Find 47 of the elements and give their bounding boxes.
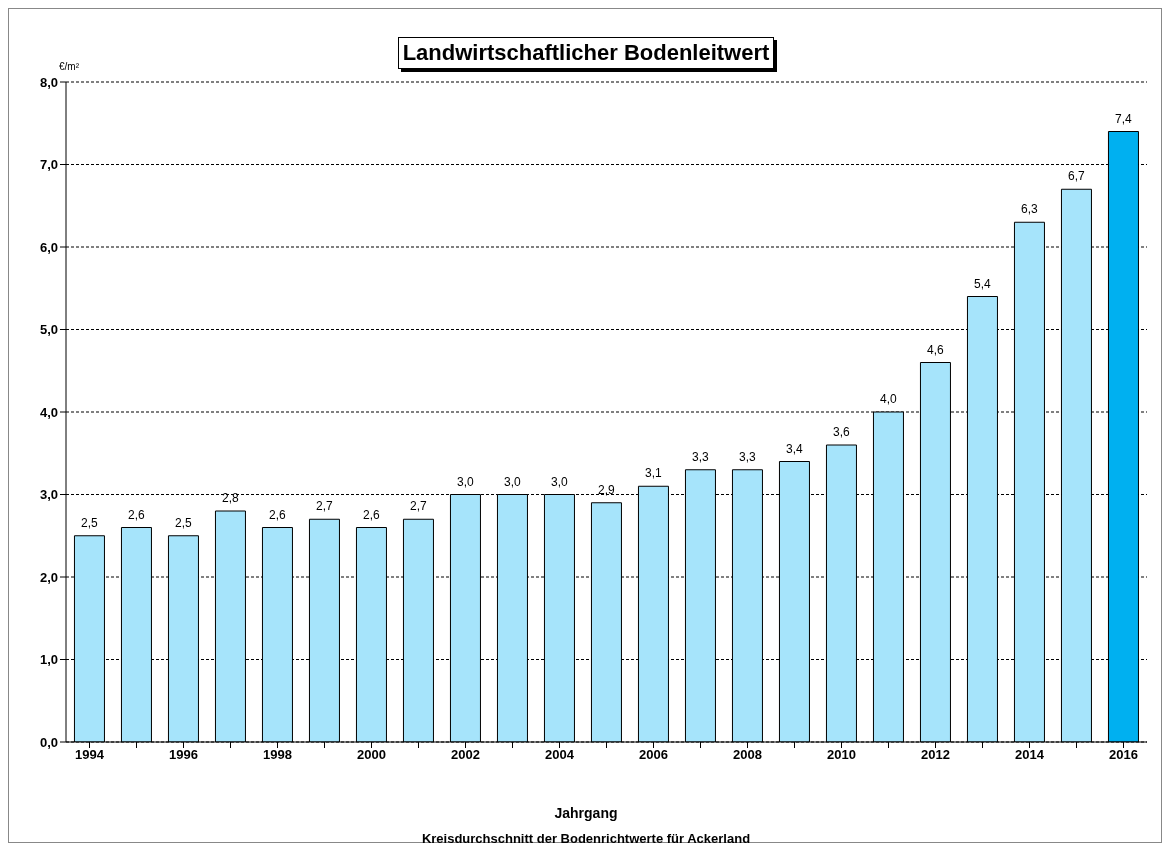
x-tick-label: 1996 [169, 747, 198, 763]
y-tick-label: 0,0 [39, 734, 58, 750]
data-label: 3,1 [645, 466, 663, 481]
data-label: 4,6 [927, 342, 945, 357]
y-tick-label: 4,0 [39, 404, 58, 420]
y-tick-label: 3,0 [39, 487, 58, 503]
text: Kreisdurchschnitt der Bodenrichtwerte für Ackerland [420, 831, 752, 846]
x-tick-label: 2010 [827, 747, 856, 763]
chart-title: Landwirtschaftlicher Bodenleitwert [397, 37, 775, 69]
x-tick-label: 2006 [639, 747, 668, 763]
y-tick-label: 5,0 [39, 322, 58, 338]
y-tick-label: 6,0 [39, 239, 58, 255]
y-tick-label: 2,0 [39, 569, 58, 585]
data-label: 2,6 [128, 507, 146, 522]
x-tick-label: 1998 [263, 747, 292, 763]
data-label: 2,5 [175, 515, 193, 530]
data-label: 4,0 [880, 392, 898, 406]
data-label: 3,6 [833, 425, 851, 439]
x-tick-label: 1994 [75, 747, 105, 763]
y-axis-title: €/m² [59, 61, 79, 72]
data-label: 3,4 [786, 441, 804, 456]
y-tick-label: 8,0 [39, 74, 58, 90]
data-label: 3,0 [551, 474, 569, 489]
x-tick-label: 2002 [451, 747, 480, 763]
x-tick-label: 2012 [921, 747, 950, 763]
data-label: 6,3 [1021, 202, 1039, 217]
x-tick-label: 2004 [545, 747, 575, 763]
data-label: 6,7 [1068, 169, 1086, 184]
data-label: 3,0 [457, 474, 475, 489]
y-tick-label: 1,0 [39, 652, 58, 668]
data-label: 7,4 [1115, 111, 1133, 126]
x-axis-title: Jahrgang [553, 805, 619, 821]
x-tick-label: 2000 [357, 747, 386, 763]
data-label: 2,6 [269, 507, 287, 522]
x-tick-label: 2008 [733, 747, 762, 763]
data-label: 3,3 [692, 449, 710, 464]
data-label: 3,3 [739, 449, 757, 464]
x-tick-label: 2016 [1109, 747, 1138, 763]
data-label: 5,4 [974, 276, 992, 291]
data-label: 2,7 [410, 499, 428, 514]
data-label: 2,7 [316, 499, 334, 514]
data-label: 2,5 [81, 515, 99, 530]
data-label: 2,9 [598, 482, 616, 497]
data-label: 2,6 [363, 507, 381, 522]
y-tick-label: 7,0 [39, 157, 58, 173]
x-tick-label: 2014 [1015, 747, 1045, 763]
data-label: 3,0 [504, 474, 522, 489]
